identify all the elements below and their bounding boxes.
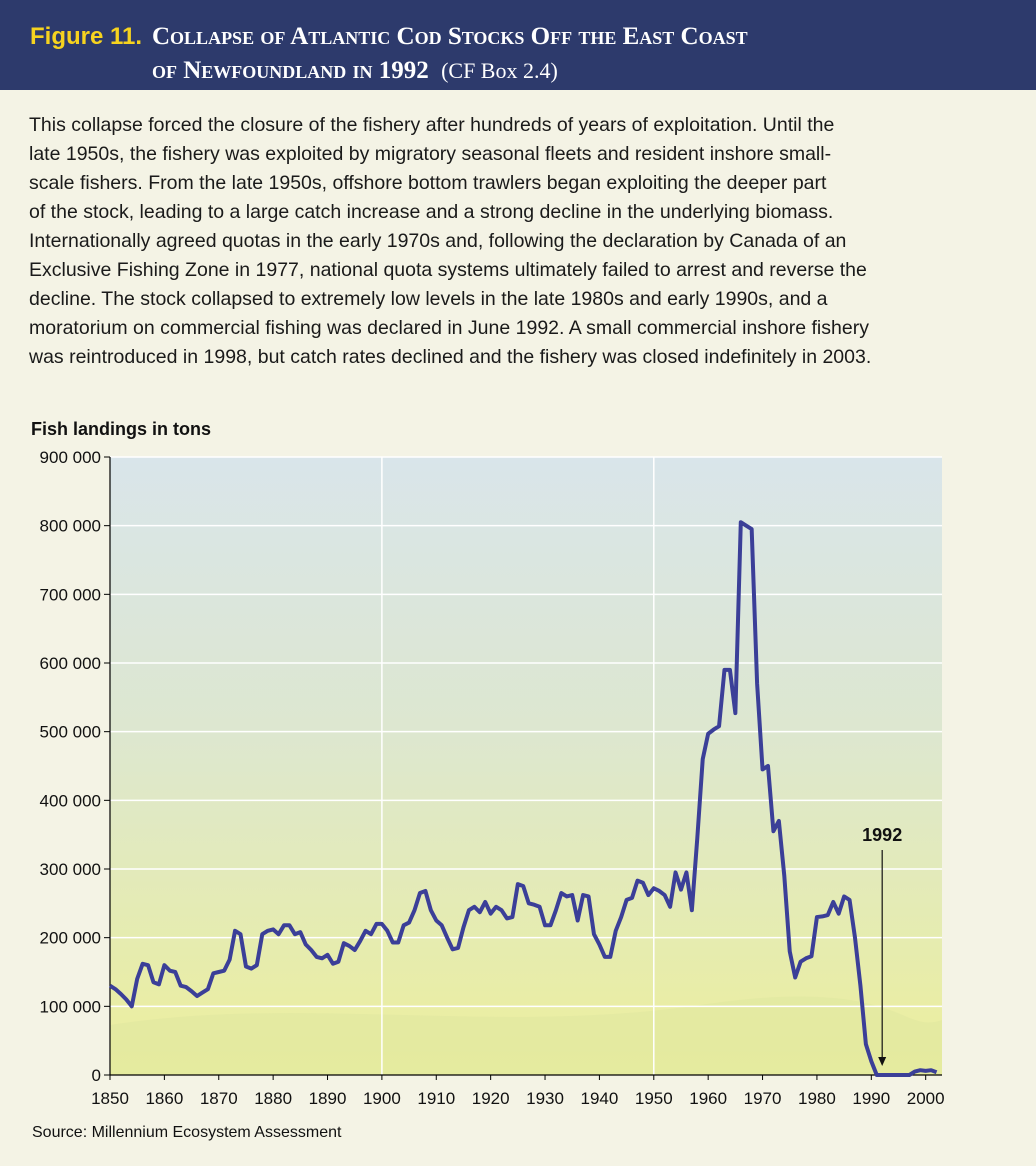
header-title: of Newfoundland in 1992 [152,57,429,84]
body-line: decline. The stock collapsed to extremel… [29,288,828,310]
annotation: 1992 [862,825,902,845]
header-title: Collapse of Atlantic Cod Stocks Off the … [152,23,748,50]
seabed [110,996,942,1075]
plot: 0 100 000 200 000 300 000 400 000 500 000 600 … [31,419,945,1141]
y-tick-label: 600 000 [40,654,101,673]
header-band [0,0,1036,90]
source: Source: Millennium Ecosystem Assessment [32,1124,342,1141]
header-note: (CF Box 2.4) [441,58,558,83]
x-tick-label: 1910 [417,1089,455,1108]
y-tick-label: 500 000 [40,723,101,742]
body-line: of the stock, leading to a large catch i… [29,201,833,223]
y-tick-label: 700 000 [40,585,101,604]
y-tick-label: 900 000 [40,448,101,467]
x-tick-label: 1890 [309,1089,347,1108]
x-tick-label: 2000 [907,1089,945,1108]
x-tick-label: 1940 [580,1089,618,1108]
body-text: This collapse forced the closure of the … [28,114,871,368]
body-line: scale fishers. From the late 1950s, offs… [29,172,827,194]
data-line [108,520,938,1077]
y-tick-label: 300 000 [40,860,101,879]
annotation-arrowhead [878,1057,887,1066]
y-tick-label: 400 000 [40,791,101,810]
body-line: late 1950s, the fishery was exploited by… [29,143,831,165]
x-tick-label: 1930 [526,1089,564,1108]
body-line: moratorium on commercial fishing was dec… [29,317,869,339]
x-tick-label: 1870 [200,1089,238,1108]
y-tick-label: 200 000 [40,929,101,948]
x-tick-label: 1860 [145,1089,183,1108]
x-tick-label: 1920 [472,1089,510,1108]
x-tick-label: 1900 [363,1089,401,1108]
body-line: This collapse forced the closure of the … [29,114,834,136]
header-title-line: of Newfoundland in 1992 (CF Box 2.4) [152,57,558,84]
x-tick-label: 1990 [852,1089,890,1108]
y-axis-label: Fish landings in tons [31,419,211,439]
x-tick-label: 1880 [254,1089,292,1108]
y-tick-label: 100 000 [40,997,101,1016]
x-tick-label: 1850 [91,1089,129,1108]
plot-background [110,457,942,1075]
body-line: Exclusive Fishing Zone in 1977, national… [29,259,867,281]
y-tick-label: 0 [92,1066,101,1085]
y-tick-label: 800 000 [40,517,101,536]
body-line: Internationally agreed quotas in the ear… [29,230,846,252]
figure-number: Figure 11. [30,23,142,50]
body-line: was reintroduced in 1998, but catch rate… [28,346,871,368]
x-tick-label: 1980 [798,1089,836,1108]
x-tick-label: 1950 [635,1089,673,1108]
x-tick-label: 1970 [744,1089,782,1108]
x-tick-label: 1960 [689,1089,727,1108]
